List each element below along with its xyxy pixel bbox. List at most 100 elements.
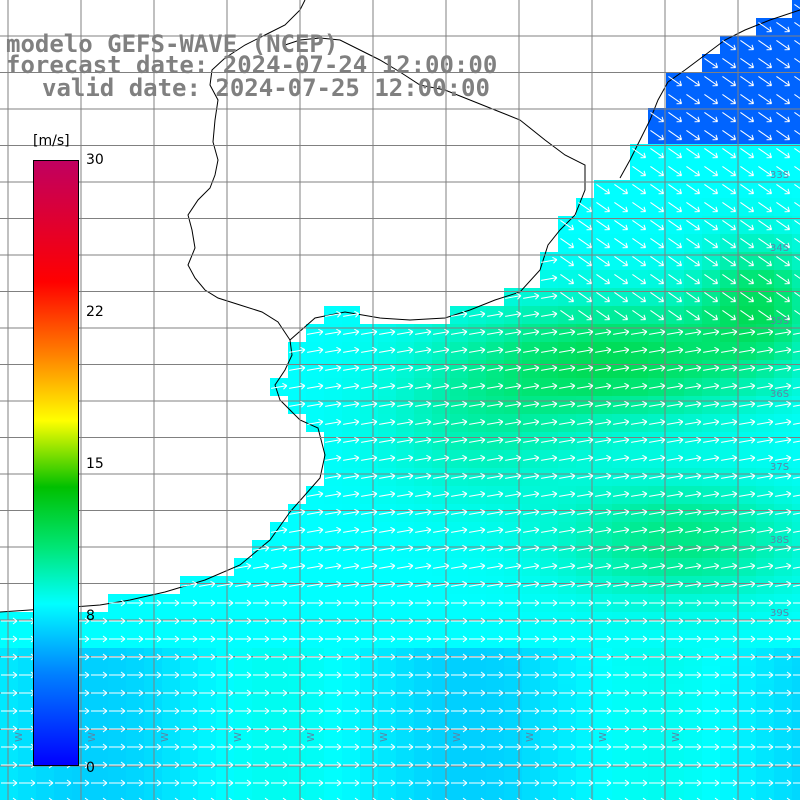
wind-arrow: [253, 779, 270, 787]
wind-arrow: [721, 508, 738, 516]
wind-arrow: [757, 653, 774, 661]
wind-arrow: [343, 400, 360, 408]
lon-label: W: [87, 732, 98, 742]
wind-arrow: [271, 580, 288, 588]
speed-cell: [306, 792, 324, 800]
speed-cell: [792, 558, 800, 576]
wind-arrow: [379, 346, 396, 354]
lon-label: W: [598, 732, 609, 742]
wind-arrow: [163, 725, 180, 733]
wind-arrow: [667, 544, 684, 552]
wind-arrow: [289, 562, 306, 570]
wind-arrow: [289, 544, 306, 552]
wind-arrow: [505, 328, 522, 336]
wind-arrow: [686, 310, 701, 321]
wind-arrow: [650, 166, 665, 177]
wind-arrow: [271, 689, 288, 697]
wind-arrow: [523, 382, 540, 390]
wind-arrow: [235, 580, 252, 588]
wind-arrow: [307, 635, 324, 643]
wind-arrow: [721, 472, 738, 480]
wind-arrow: [559, 328, 576, 336]
speed-cell: [126, 792, 144, 800]
wind-arrow: [757, 436, 774, 444]
wind-arrow: [487, 310, 504, 318]
wind-arrow: [199, 671, 216, 679]
wind-arrow: [451, 400, 468, 408]
wind-arrow: [325, 671, 342, 679]
wind-arrow: [577, 743, 594, 751]
wind-arrow: [649, 635, 666, 643]
speed-cell: [792, 18, 800, 36]
wind-arrow: [757, 400, 774, 408]
wind-arrow: [343, 508, 360, 516]
wind-arrow: [740, 256, 755, 267]
wind-arrow: [433, 635, 450, 643]
wind-arrow: [721, 562, 738, 570]
speed-cell: [432, 792, 450, 800]
wind-arrow: [415, 689, 432, 697]
wind-arrow: [739, 653, 756, 661]
wind-arrow: [614, 292, 629, 303]
wind-arrow: [361, 761, 378, 769]
wind-arrow: [614, 238, 629, 249]
wind-arrow: [163, 671, 180, 679]
wind-arrow: [523, 743, 540, 751]
wind-arrow: [559, 689, 576, 697]
wind-arrow: [613, 328, 630, 336]
wind-arrow: [667, 454, 684, 462]
wind-arrow: [433, 544, 450, 552]
wind-arrow: [775, 653, 792, 661]
wind-arrow: [361, 346, 378, 354]
wind-arrow: [343, 743, 360, 751]
wind-arrow: [649, 436, 666, 444]
wind-arrow: [307, 725, 324, 733]
wind-arrow: [469, 310, 486, 318]
wind-arrow: [793, 544, 800, 552]
wind-arrow: [505, 526, 522, 534]
speed-cell: [792, 0, 800, 18]
wind-arrow: [668, 148, 683, 159]
wind-arrow: [127, 599, 144, 607]
wind-arrow: [650, 130, 665, 141]
wind-arrow: [1, 779, 18, 787]
lat-label: 38S: [770, 535, 790, 546]
wind-arrow: [415, 400, 432, 408]
wind-arrow: [667, 761, 684, 769]
wind-arrow: [415, 725, 432, 733]
wind-arrow: [379, 400, 396, 408]
wind-arrow: [613, 382, 630, 390]
wind-arrow: [631, 454, 648, 462]
wind-arrow: [433, 400, 450, 408]
wind-arrow: [469, 617, 486, 625]
wind-arrow: [541, 382, 558, 390]
wind-arrow: [794, 274, 800, 285]
wind-arrow: [632, 148, 647, 159]
wind-arrow: [325, 364, 342, 372]
wind-arrow: [433, 526, 450, 534]
wind-arrow: [109, 599, 126, 607]
wind-arrow: [667, 689, 684, 697]
speed-cell: [90, 792, 108, 800]
wind-arrow: [757, 364, 774, 372]
wind-arrow: [613, 562, 630, 570]
wind-arrow: [487, 635, 504, 643]
wind-arrow: [379, 653, 396, 661]
wind-arrow: [649, 490, 666, 498]
wind-arrow: [758, 76, 773, 87]
speed-cell: [738, 792, 756, 800]
speed-cell: [0, 792, 18, 800]
wind-arrow: [794, 130, 800, 141]
wind-arrow: [722, 220, 737, 231]
wind-arrow: [649, 400, 666, 408]
wind-arrow: [631, 653, 648, 661]
wind-arrow: [577, 725, 594, 733]
wind-arrow: [127, 779, 144, 787]
speed-cell: [792, 162, 800, 180]
wind-arrow: [775, 472, 792, 480]
wind-arrow: [632, 220, 647, 231]
wind-arrow: [361, 490, 378, 498]
wind-arrow: [343, 544, 360, 552]
wind-arrow: [775, 743, 792, 751]
lat-label: 34S: [770, 243, 790, 254]
